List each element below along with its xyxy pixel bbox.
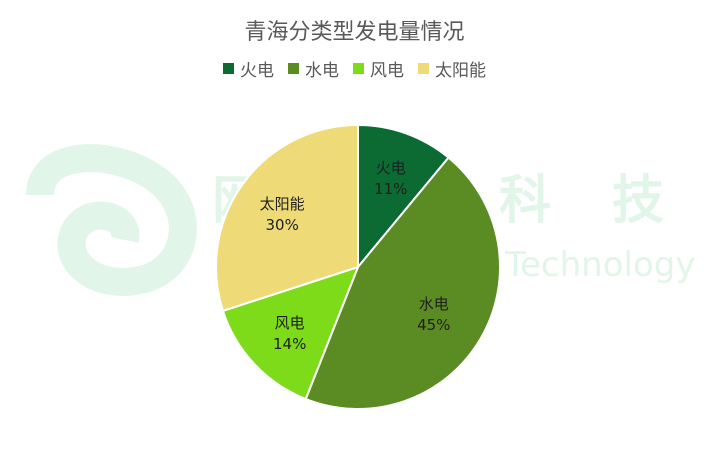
legend-label-2: 风电: [370, 61, 404, 81]
legend-label-3: 太阳能: [435, 61, 486, 81]
slice-category-label-0: 火电: [376, 159, 406, 177]
slice-category-label-3: 太阳能: [260, 195, 305, 213]
watermark-cn-3: 技: [612, 171, 664, 231]
pie-slice-3: [215, 123, 359, 313]
legend-swatch-1: [288, 63, 299, 74]
legend-swatch-2: [353, 63, 364, 74]
slice-value-label-3: 30%: [266, 216, 299, 234]
slice-category-label-2: 风电: [275, 314, 305, 332]
watermark-cn-2: 科: [499, 171, 551, 231]
watermark-en-1: Technology: [504, 245, 695, 285]
legend-label-0: 火电: [240, 61, 274, 81]
legend-swatch-0: [223, 63, 234, 74]
slice-category-label-1: 水电: [419, 295, 449, 313]
pie-slice-0: [357, 123, 450, 270]
legend-item-0: 火电: [223, 56, 274, 81]
legend-item-2: 风电: [353, 56, 404, 81]
chart-legend: 火电 水电 风电 太阳能: [0, 56, 709, 81]
slice-value-label-1: 45%: [417, 316, 450, 334]
legend-item-3: 太阳能: [418, 56, 486, 81]
pie-slice-1: [304, 156, 501, 410]
watermark-logo: [26, 144, 197, 296]
legend-item-1: 水电: [288, 56, 339, 81]
legend-label-1: 水电: [305, 61, 339, 81]
slice-value-label-2: 14%: [273, 335, 306, 353]
chart-title: 青海分类型发电量情况: [244, 20, 465, 45]
slice-value-label-0: 11%: [374, 180, 407, 198]
legend-swatch-3: [418, 63, 429, 74]
